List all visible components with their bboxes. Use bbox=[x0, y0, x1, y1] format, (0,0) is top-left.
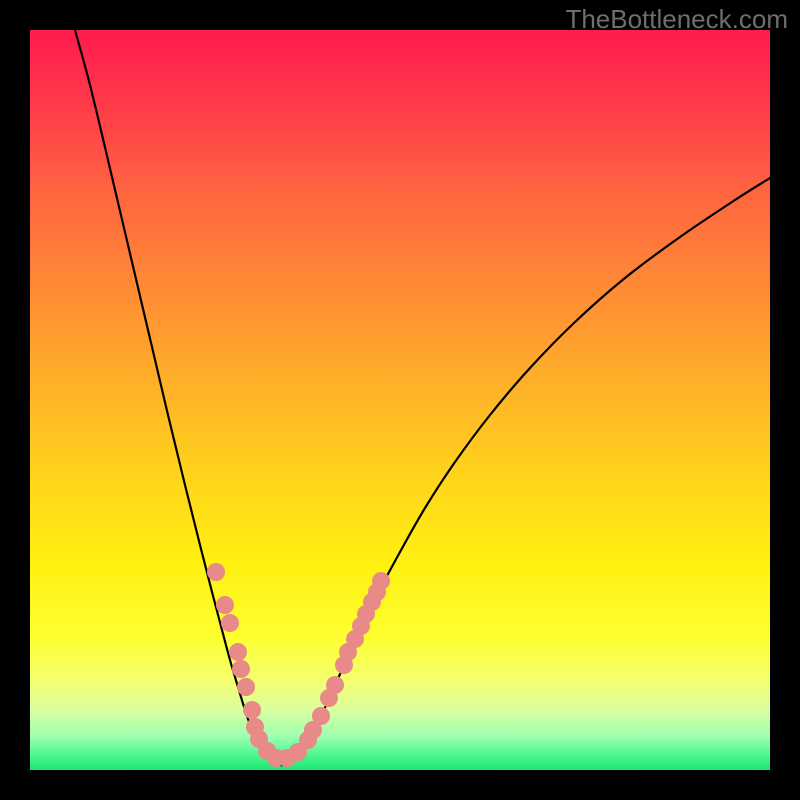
data-dot bbox=[326, 676, 344, 694]
data-dot bbox=[229, 643, 247, 661]
data-dot bbox=[237, 678, 255, 696]
data-dot bbox=[232, 660, 250, 678]
data-dot bbox=[207, 563, 225, 581]
chart-overlay bbox=[30, 30, 770, 770]
data-dot bbox=[243, 701, 261, 719]
data-dot bbox=[312, 707, 330, 725]
data-dot bbox=[221, 614, 239, 632]
data-dots bbox=[207, 563, 390, 767]
plot-area bbox=[30, 30, 770, 770]
data-dot bbox=[216, 596, 234, 614]
data-dot bbox=[372, 572, 390, 590]
watermark-text: TheBottleneck.com bbox=[565, 4, 788, 35]
bottleneck-curve bbox=[75, 30, 770, 765]
